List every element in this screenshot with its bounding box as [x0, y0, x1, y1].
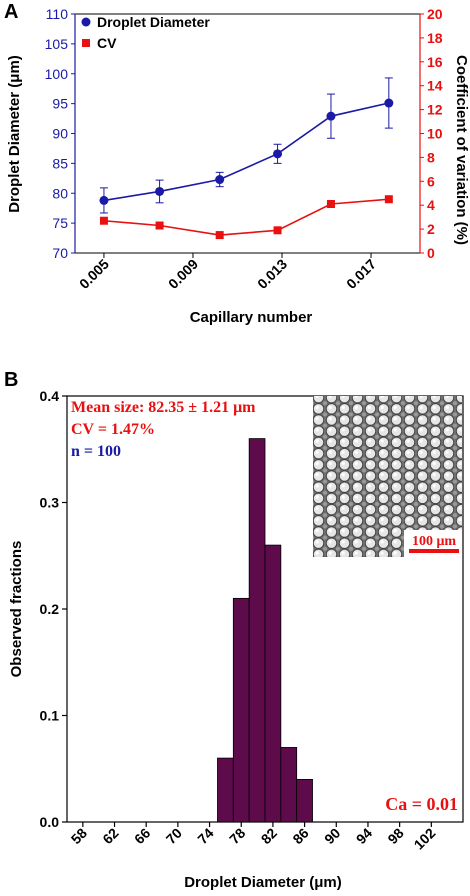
- panel-b-y-label: Observed fractions: [8, 541, 25, 678]
- panel-a-x-label: Capillary number: [190, 309, 313, 326]
- annotation-ca: Ca = 0.01: [385, 794, 458, 814]
- cv-point: [273, 226, 282, 235]
- scale-bar-label: 100 μm: [412, 534, 456, 549]
- x-axis-tick-label: 102: [411, 825, 439, 853]
- panel-a-x-axis: 0.005 0.009 0.013 0.017: [76, 253, 379, 292]
- right-axis-tick-label: 10: [427, 126, 443, 142]
- annotation-n: n = 100: [71, 443, 121, 460]
- panel-a-y-right-label: Coefficient of variation (%): [453, 55, 470, 245]
- panel-a-plot-frame: [74, 13, 421, 254]
- x-axis-tick-label: 90: [321, 825, 343, 847]
- x-axis-tick-label: 0.009: [165, 256, 201, 292]
- x-axis-tick-label: 62: [99, 825, 121, 847]
- panel-a-legend: Droplet Diameter CV: [81, 14, 210, 51]
- right-axis-tick-label: 8: [427, 149, 435, 165]
- x-axis-tick-label: 66: [131, 825, 153, 847]
- diameter-point: [215, 175, 225, 185]
- panel-a-right-axis: 0 2 4 6 8 10 12 14 16 18 20: [419, 6, 443, 261]
- diameter-point: [155, 186, 165, 196]
- annotation-mean-size: Mean size: 82.35 ± 1.21 μm: [71, 399, 256, 416]
- histogram-bar: [296, 779, 313, 823]
- panel-a-left-axis: 70 75 80 85 90 95 100 105 110: [45, 6, 76, 261]
- x-axis-tick-label: 86: [289, 825, 311, 847]
- left-axis-tick-label: 75: [52, 215, 68, 231]
- legend-cv-label: CV: [97, 35, 117, 51]
- cv-point: [326, 200, 335, 209]
- left-axis-tick-label: 105: [45, 36, 69, 52]
- right-axis-tick-label: 18: [427, 30, 443, 46]
- diameter-point: [384, 98, 394, 108]
- histogram-bar: [232, 597, 250, 823]
- right-axis-tick-label: 14: [427, 78, 443, 94]
- diameter-point: [99, 195, 109, 205]
- left-axis-tick-label: 80: [52, 185, 68, 201]
- cv-point: [99, 216, 108, 225]
- x-axis-tick-label: 98: [384, 825, 406, 847]
- right-axis-tick-label: 0: [427, 245, 435, 261]
- left-axis-tick-label: 110: [46, 6, 69, 22]
- x-axis-tick-label: 0.017: [343, 256, 379, 292]
- histogram-bar: [280, 747, 298, 823]
- left-axis-tick-label: 100: [45, 66, 69, 82]
- left-axis-tick-label: 85: [52, 155, 68, 171]
- legend-cv-marker: [82, 39, 90, 47]
- histogram-bar: [264, 544, 282, 823]
- right-axis-tick-label: 16: [427, 54, 443, 70]
- x-axis-tick-label: 78: [226, 825, 248, 847]
- panel-b-bars: [217, 438, 313, 823]
- x-axis-tick-label: 74: [194, 825, 216, 847]
- x-axis-tick-label: 58: [68, 825, 90, 847]
- annotation-cv: CV = 1.47%: [71, 421, 155, 438]
- cv-line: [103, 198, 389, 236]
- x-axis-tick-label: 70: [163, 825, 185, 847]
- panel-a-series: [99, 77, 394, 240]
- x-axis-tick-label: 94: [353, 825, 375, 847]
- panel-a-label: A: [4, 1, 18, 23]
- right-axis-tick-label: 6: [427, 173, 435, 189]
- y-axis-tick-label: 0.4: [40, 388, 60, 404]
- left-axis-tick-label: 70: [52, 245, 68, 261]
- x-axis-tick-label: 0.013: [254, 256, 290, 292]
- cv-point: [384, 195, 393, 204]
- panel-b-label: B: [4, 369, 18, 391]
- diameter-point: [273, 149, 283, 159]
- panel-a-y-left-label: Droplet Diameter (μm): [6, 55, 23, 213]
- legend-droplet-marker: [81, 17, 91, 27]
- diameter-point: [326, 111, 336, 121]
- x-axis-tick-label: 82: [258, 825, 280, 847]
- droplet-micrograph-inset: 100 μm: [313, 396, 462, 557]
- right-axis-tick-label: 2: [427, 221, 435, 237]
- diameter-line: [103, 102, 390, 202]
- panel-b-x-label: Droplet Diameter (μm): [184, 874, 342, 891]
- y-axis-tick-label: 0.1: [40, 708, 60, 724]
- histogram-bar: [217, 757, 234, 823]
- histogram-bar: [248, 438, 266, 823]
- right-axis-tick-label: 20: [427, 6, 443, 22]
- scale-bar: [409, 549, 459, 553]
- legend-droplet-label: Droplet Diameter: [97, 14, 210, 30]
- panel-b-y-axis: 0.0 0.1 0.2 0.3 0.4: [40, 388, 67, 830]
- left-axis-tick-label: 90: [52, 126, 68, 142]
- y-axis-tick-label: 0.2: [40, 601, 60, 617]
- x-axis-tick-label: 0.005: [76, 256, 112, 292]
- right-axis-tick-label: 12: [427, 102, 443, 118]
- y-axis-tick-label: 0.3: [40, 495, 60, 511]
- panel-b-x-axis: 58 62 66 70 74 78 82 86 90 94 98 102: [68, 822, 439, 853]
- cv-point: [215, 231, 224, 240]
- y-axis-tick-label: 0.0: [40, 814, 60, 830]
- right-axis-tick-label: 4: [427, 197, 435, 213]
- cv-point: [155, 221, 164, 230]
- panel-b-chart: 0.00.10.20.30.4 58 62 66 70 74 78 82 86 90 94 98 10…: [8, 388, 464, 891]
- left-axis-tick-label: 95: [52, 96, 68, 112]
